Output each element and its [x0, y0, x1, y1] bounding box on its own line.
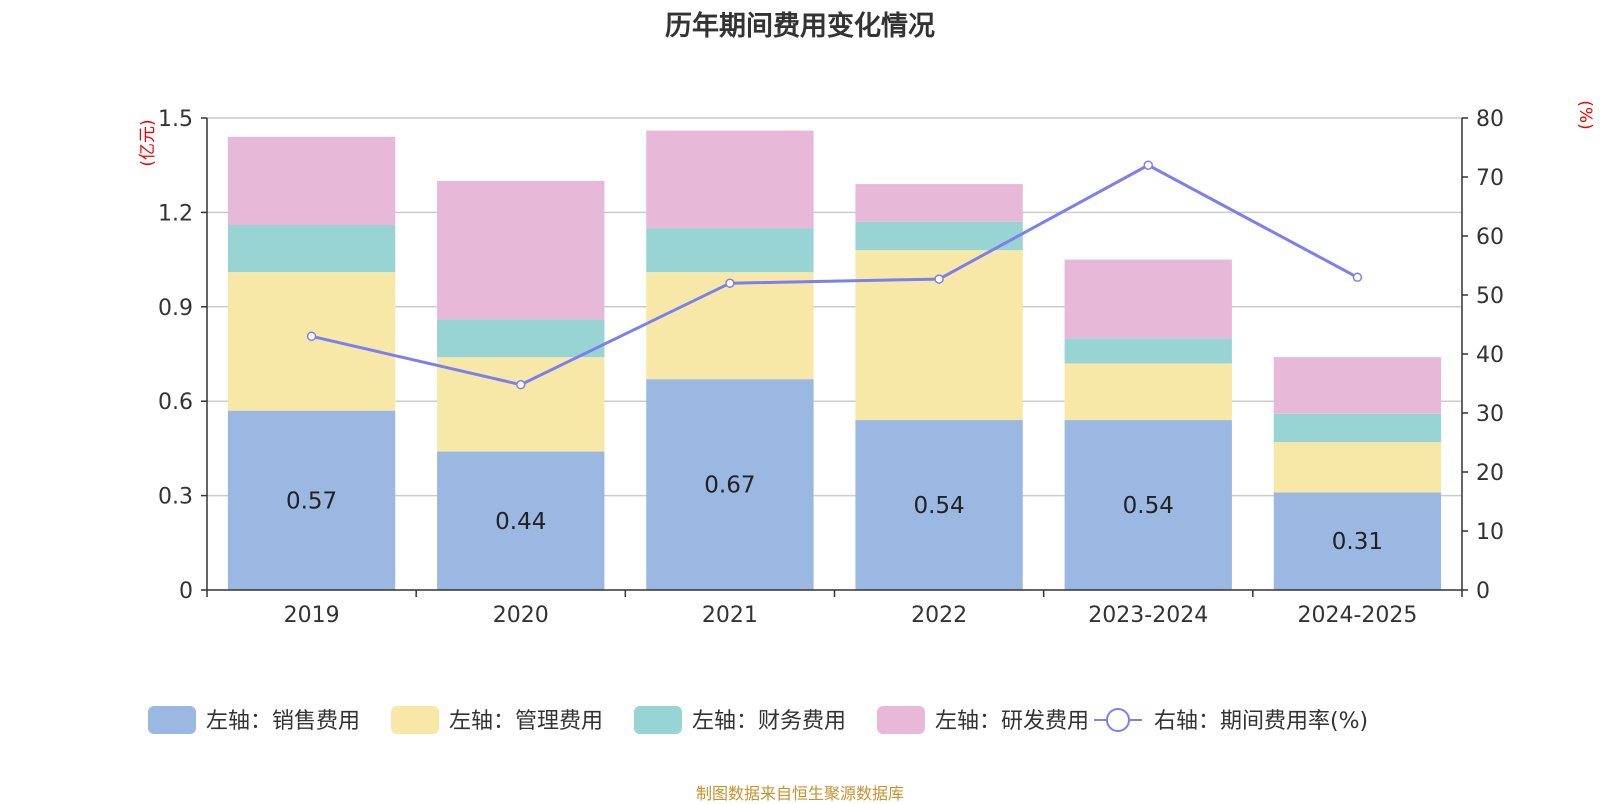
bar-value-label: 0.54 [1123, 493, 1174, 519]
bar-segment [1273, 357, 1442, 414]
left-axis-tick-label: 1.5 [158, 107, 193, 132]
bar-segment [855, 420, 1023, 590]
bar-segment [1064, 259, 1232, 339]
left-axis-tick-label: 0 [179, 579, 193, 604]
bar-value-label: 0.54 [913, 493, 964, 519]
x-axis-category-label: 2022 [911, 603, 967, 628]
axes: 0 0.3 0.6 0.9 1.2 1.5 0 10 20 30 40 50 60 70 80 (亿元) (%)… [138, 100, 1595, 628]
left-axis-tick-label: 0.9 [158, 296, 193, 321]
bar-segment [646, 130, 814, 229]
legend-label: 左轴：管理费用 [449, 709, 603, 734]
right-axis-tick-label: 80 [1476, 107, 1504, 132]
rate-point [306, 331, 317, 342]
bar-segment [1064, 420, 1232, 590]
x-axis-category-label: 2024-2025 [1297, 603, 1417, 628]
x-axis-category-label: 2021 [702, 603, 758, 628]
bar-segment [437, 180, 605, 320]
bar-layer [227, 130, 1442, 590]
bar-value-label: 0.31 [1332, 529, 1383, 555]
right-axis-tick-label: 20 [1476, 461, 1504, 486]
right-axis-tick-label: 40 [1476, 343, 1504, 368]
right-axis-tick-label: 0 [1476, 579, 1490, 604]
right-axis-unit-label: (%) [1575, 100, 1595, 129]
legend-label: 左轴：销售费用 [206, 709, 360, 734]
left-axis-tick-label: 0.6 [158, 390, 193, 415]
bar-segment [227, 272, 396, 411]
legend-marker [1106, 708, 1130, 732]
rate-line-layer [306, 160, 1363, 390]
legend-swatch [391, 706, 439, 734]
bar-segment [437, 451, 605, 590]
legend: 左轴：销售费用 左轴：管理费用 左轴：财务费用 左轴：研发费用 右轴：期间费用率(%) [148, 706, 1368, 734]
bar-segment [1273, 442, 1442, 493]
bar-segment [227, 224, 396, 273]
bar-value-label: 0.44 [495, 509, 546, 535]
data-labels: 0.57 0.44 0.67 0.54 0.54 0.31 [286, 473, 1383, 556]
legend-swatch [148, 706, 196, 734]
bar-segment [646, 228, 814, 273]
grid-lines [207, 117, 1462, 497]
right-axis-tick-label: 10 [1476, 520, 1504, 545]
bar-segment [1273, 492, 1442, 590]
rate-point [725, 278, 735, 288]
rate-point [934, 274, 944, 284]
left-axis-tick-label: 0.3 [158, 485, 193, 510]
bar-segment [1273, 413, 1442, 443]
left-axis-unit-label: (亿元) [138, 119, 158, 166]
x-axis-category-label: 2023-2024 [1088, 603, 1208, 628]
x-axis-category-label: 2019 [284, 603, 340, 628]
bar-segment [855, 221, 1023, 251]
bar-segment [227, 410, 396, 590]
left-axis-tick-label: 1.2 [158, 201, 193, 226]
legend-label: 左轴：财务费用 [692, 709, 846, 734]
rate-point [1352, 272, 1363, 283]
legend-swatch [877, 706, 925, 734]
bar-segment [227, 136, 396, 225]
rate-point [1143, 160, 1153, 170]
right-axis-tick-label: 50 [1476, 284, 1504, 309]
bar-segment [1064, 338, 1232, 364]
right-axis-tick-label: 30 [1476, 402, 1504, 427]
bar-segment [646, 379, 814, 590]
rate-line [311, 163, 1359, 387]
bar-value-label: 0.67 [704, 473, 755, 499]
bar-segment [855, 184, 1023, 222]
legend-label: 右轴：期间费用率(%) [1154, 709, 1368, 734]
bar-segment [646, 272, 814, 380]
right-axis-tick-label: 70 [1476, 166, 1504, 191]
chart-title: 历年期间费用变化情况 [665, 11, 935, 42]
legend-swatch [634, 706, 682, 734]
legend-label: 左轴：研发费用 [935, 709, 1089, 734]
x-axis-category-label: 2020 [493, 603, 549, 628]
chart-canvas: 0 0.3 0.6 0.9 1.2 1.5 0 10 20 30 40 50 60 70 80 (亿元) (%)… [138, 100, 1595, 734]
bar-segment [1064, 363, 1232, 421]
bar-value-label: 0.57 [286, 488, 337, 514]
right-axis-tick-label: 60 [1476, 225, 1504, 250]
rate-point [516, 379, 526, 390]
bar-segment [437, 319, 605, 358]
source-note: 制图数据来自恒生聚源数据库 [695, 784, 904, 803]
